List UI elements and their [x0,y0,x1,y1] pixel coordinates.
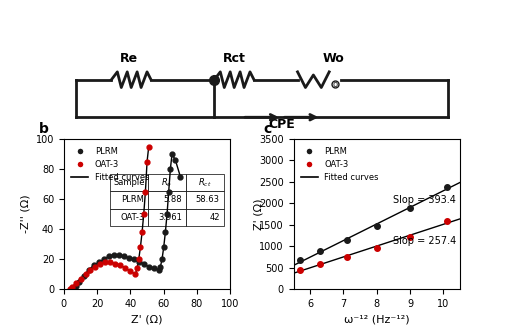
OAT-3 [107,260,113,264]
PLRM [106,254,112,258]
OAT-3 [297,267,303,271]
Text: CPE: CPE [268,118,295,131]
X-axis label: ω⁻¹² (Hz⁻¹²): ω⁻¹² (Hz⁻¹²) [344,315,409,325]
OAT-3 [144,160,150,163]
PLRM [157,265,164,269]
PLRM [151,266,157,270]
Text: Rct: Rct [223,52,246,65]
OAT-3 [374,246,380,250]
Text: b: b [39,122,49,136]
Y-axis label: Z' (Ω): Z' (Ω) [253,198,264,230]
PLRM [177,175,183,178]
OAT-3 [118,263,124,267]
OAT-3 [146,145,152,149]
OAT-3 [92,265,99,269]
PLRM [159,257,165,261]
OAT-3 [78,277,84,281]
OAT-3 [317,262,323,266]
PLRM [156,268,162,272]
PLRM [172,158,178,162]
PLRM [126,256,132,260]
PLRM [297,259,303,263]
PLRM [407,206,413,210]
Y-axis label: -Z'' (Ω): -Z'' (Ω) [20,195,30,233]
PLRM [162,230,169,234]
PLRM [166,190,172,194]
Line: PLRM: PLRM [297,184,449,263]
OAT-3 [67,287,74,291]
X-axis label: Z' (Ω): Z' (Ω) [131,315,163,325]
OAT-3 [73,281,79,285]
PLRM [444,185,450,189]
PLRM [101,257,107,261]
PLRM [131,257,137,261]
OAT-3 [134,266,140,270]
Text: Wo: Wo [322,52,344,65]
PLRM [71,287,77,291]
PLRM [121,254,127,258]
OAT-3 [139,230,145,234]
Line: OAT-3: OAT-3 [68,144,151,291]
OAT-3 [137,245,144,249]
Text: Re: Re [120,52,138,65]
PLRM [115,253,122,257]
Text: Slop = 257.4: Slop = 257.4 [393,236,457,246]
PLRM [160,245,167,249]
OAT-3 [444,219,450,223]
PLRM [344,238,350,242]
OAT-3 [127,269,133,273]
OAT-3 [87,268,94,272]
PLRM [164,212,170,216]
OAT-3 [69,285,75,289]
Line: PLRM: PLRM [71,151,183,291]
PLRM [146,265,152,269]
OAT-3 [344,255,350,259]
PLRM [111,253,117,257]
Line: OAT-3: OAT-3 [297,218,449,272]
PLRM [86,268,92,272]
Text: Slop = 393.4: Slop = 393.4 [393,195,456,205]
OAT-3 [132,272,138,276]
PLRM [141,262,147,266]
OAT-3 [122,266,128,270]
PLRM [81,274,87,278]
PLRM [96,260,102,264]
OAT-3 [102,260,108,264]
OAT-3 [82,272,88,276]
OAT-3 [98,262,104,266]
OAT-3 [136,257,142,261]
OAT-3 [112,262,119,266]
Text: o: o [333,80,338,89]
OAT-3 [141,212,147,216]
Text: c: c [264,122,272,136]
PLRM [169,152,175,156]
PLRM [167,167,173,171]
PLRM [317,250,323,254]
PLRM [73,284,79,288]
Legend: PLRM, OAT-3, Fitted curves: PLRM, OAT-3, Fitted curves [298,143,382,185]
OAT-3 [407,235,413,239]
OAT-3 [143,190,149,194]
PLRM [374,224,380,228]
PLRM [76,280,82,284]
PLRM [91,263,97,267]
PLRM [136,260,142,264]
Legend: PLRM, OAT-3, Fitted curves: PLRM, OAT-3, Fitted curves [68,143,153,185]
